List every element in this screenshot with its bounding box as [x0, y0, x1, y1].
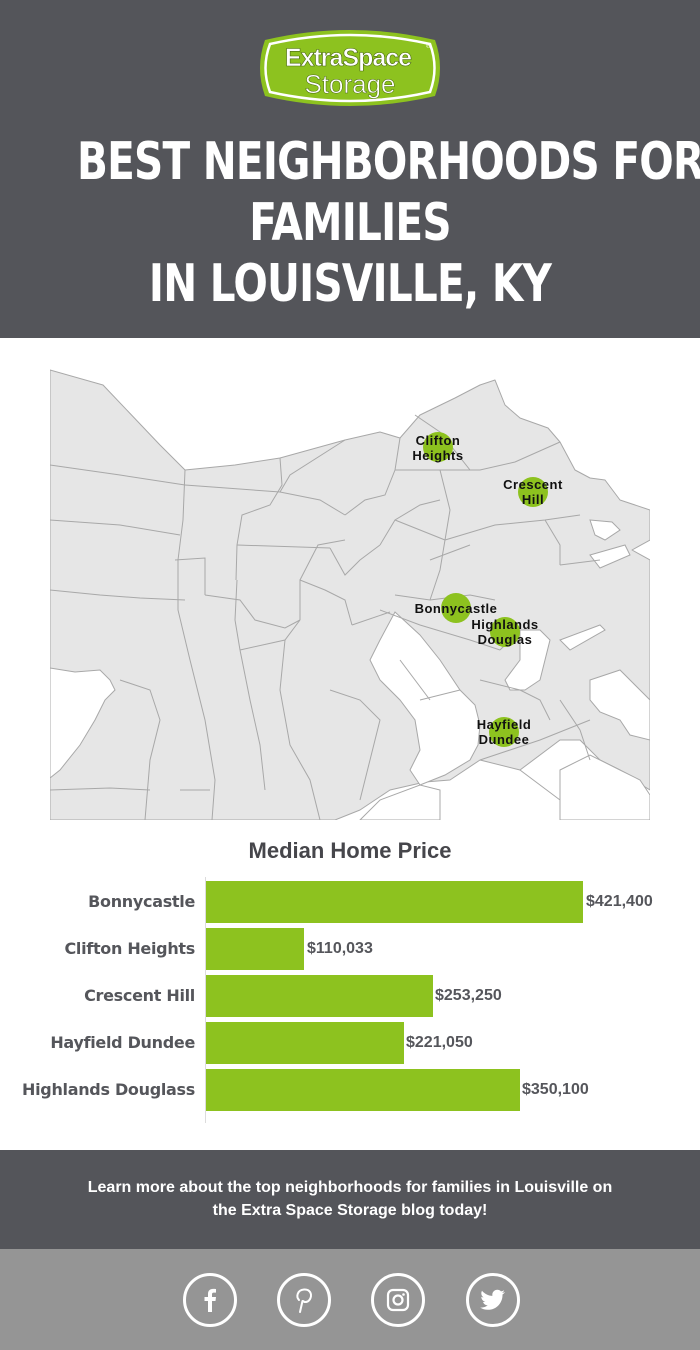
pinterest-button[interactable]: [277, 1273, 331, 1327]
twitter-icon: [480, 1289, 505, 1310]
bar-label: Hayfield Dundee: [50, 1033, 195, 1052]
map-shapes: [50, 369, 650, 820]
bar: [206, 975, 433, 1017]
map-label-bonnycastle: Bonnycastle: [414, 601, 498, 616]
chart-title: Median Home Price: [248, 838, 452, 863]
bar: [206, 1069, 520, 1111]
map-marker-crescent-hill[interactable]: [518, 477, 548, 507]
neighborhood-map: [50, 360, 650, 820]
map-label-crescent-hill: Crescent Hill: [503, 477, 563, 507]
bar-label: Crescent Hill: [84, 986, 195, 1005]
bar-label: Clifton Heights: [64, 939, 195, 958]
cta-text[interactable]: Learn more about the top neighborhoods f…: [87, 1179, 613, 1219]
map-marker-hayfield-dundee[interactable]: [489, 717, 519, 747]
bar-value: $110,033: [307, 940, 373, 957]
facebook-icon: [204, 1288, 216, 1312]
svg-text:Storage: Storage: [304, 69, 395, 99]
twitter-button[interactable]: [466, 1273, 520, 1327]
svg-text:ExtraSpace: ExtraSpace: [285, 44, 412, 72]
map-marker-bonnycastle[interactable]: [441, 593, 471, 623]
bar-value: $253,250: [435, 987, 502, 1004]
cta-banner: Learn more about the top neighborhoods f…: [0, 1150, 700, 1249]
chart-axis: [205, 877, 206, 1123]
instagram-icon: [386, 1288, 410, 1312]
bar-row-highlands-douglass: Highlands Douglass $350,100: [0, 1069, 700, 1111]
map-label-hayfield-dundee: Hayfield Dundee: [476, 717, 532, 747]
bar: [206, 881, 583, 923]
bar-label: Highlands Douglass: [22, 1080, 195, 1099]
bar-row-hayfield-dundee: Hayfield Dundee $221,050: [0, 1022, 700, 1064]
bar-row-bonnycastle: Bonnycastle $421,400: [0, 881, 700, 923]
bar-value: $421,400: [586, 893, 653, 910]
extra-space-storage-logo[interactable]: ExtraSpace ® Storage: [255, 26, 445, 110]
bar: [206, 928, 304, 970]
social-links: [0, 1249, 700, 1350]
svg-text:®: ®: [426, 42, 432, 50]
map-marker-clifton-heights[interactable]: [423, 432, 453, 462]
title-line-1: BEST NEIGHBORHOODS FOR: [77, 132, 700, 192]
instagram-button[interactable]: [371, 1273, 425, 1327]
median-home-price-chart: Median Home Price Bonnycastle $421,400 C…: [0, 830, 700, 1130]
header: ExtraSpace ® Storage BEST NEIGHBORHOODS …: [0, 0, 700, 338]
page-title: BEST NEIGHBORHOODS FOR FAMILIES IN LOUIS…: [77, 132, 700, 315]
facebook-button[interactable]: [183, 1273, 237, 1327]
bar-row-crescent-hill: Crescent Hill $253,250: [0, 975, 700, 1017]
title-line-2: FAMILIES: [249, 193, 451, 253]
bar-row-clifton-heights: Clifton Heights $110,033: [0, 928, 700, 970]
bar-label: Bonnycastle: [88, 892, 195, 911]
map-label-highlands-douglas: Highlands Douglas: [471, 617, 539, 647]
map-label-clifton-heights: Clifton Heights: [412, 433, 464, 463]
bar: [206, 1022, 404, 1064]
bar-value: $350,100: [522, 1081, 589, 1098]
map-marker-highlands-douglas[interactable]: [490, 617, 520, 647]
pinterest-icon: [296, 1288, 312, 1313]
bar-value: $221,050: [406, 1034, 473, 1051]
title-line-3: IN LOUISVILLE, KY: [148, 254, 552, 314]
